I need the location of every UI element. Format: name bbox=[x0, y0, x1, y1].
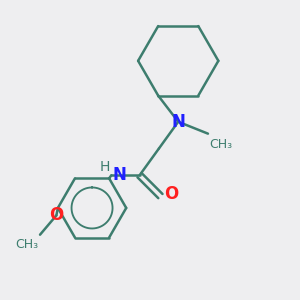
Text: O: O bbox=[164, 185, 178, 203]
Text: N: N bbox=[171, 113, 185, 131]
Text: H: H bbox=[100, 160, 110, 174]
Text: CH₃: CH₃ bbox=[209, 138, 232, 151]
Text: CH₃: CH₃ bbox=[15, 238, 38, 251]
Text: N: N bbox=[113, 166, 127, 184]
Text: O: O bbox=[49, 206, 64, 224]
